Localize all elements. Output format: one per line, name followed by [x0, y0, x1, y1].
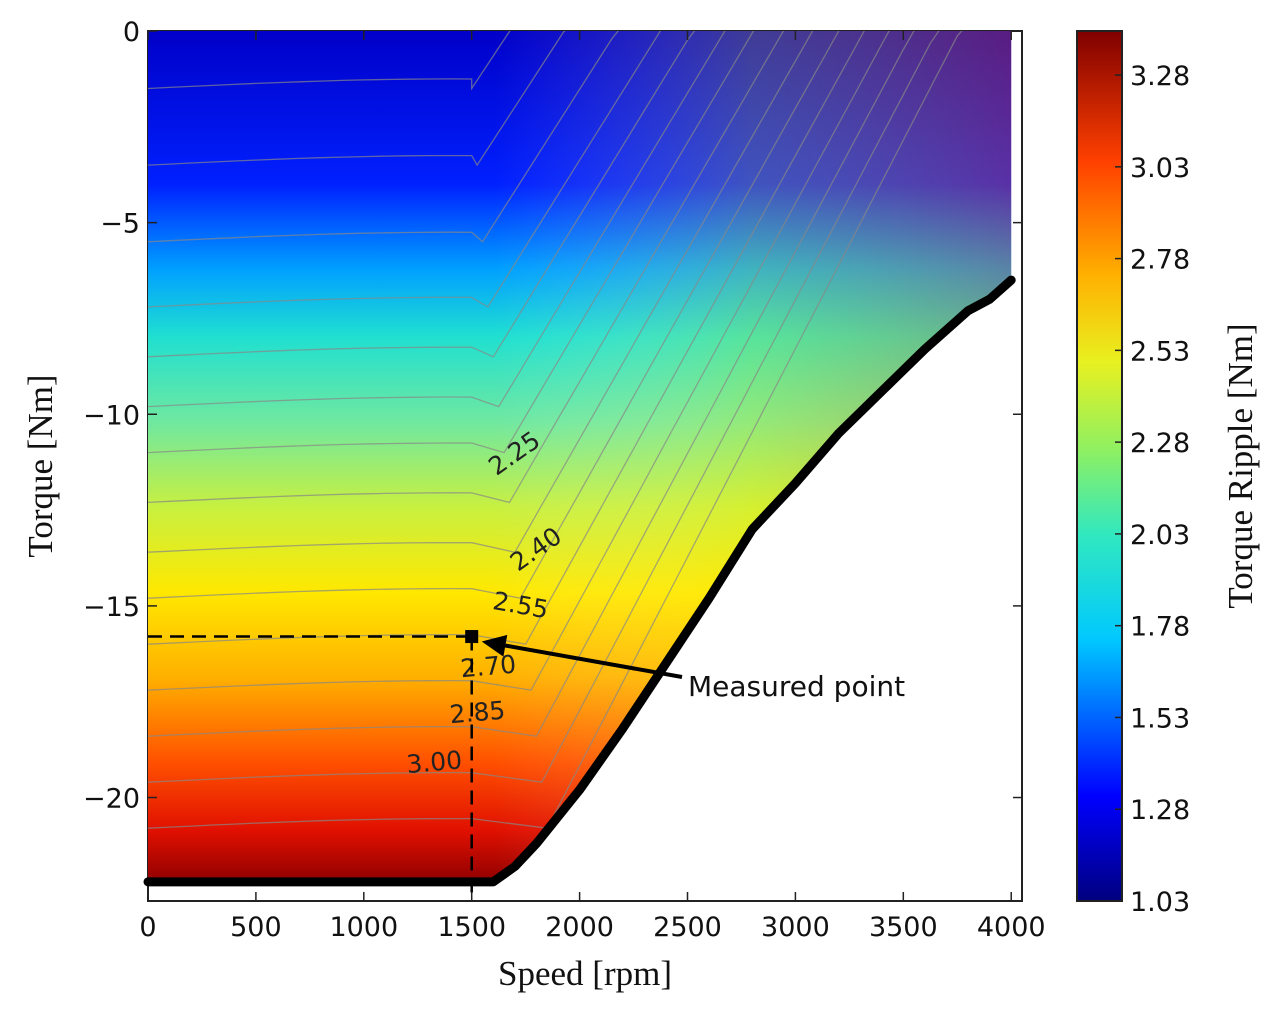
contour-line	[148, 31, 619, 243]
colorbar-tick-label: 3.03	[1130, 153, 1190, 184]
x-tick-label: 3500	[869, 912, 938, 943]
contour-line	[148, 31, 814, 553]
contour-line	[148, 31, 940, 783]
colorbar-tick-label: 2.03	[1130, 520, 1190, 551]
contour-line	[148, 31, 755, 454]
colorbar-title: Torque Ripple [Nm]	[1221, 323, 1260, 608]
contour-line	[148, 31, 890, 691]
colorbar-tick-label: 1.53	[1130, 703, 1190, 734]
measured-point-label: Measured point	[688, 670, 905, 703]
x-tick-label: 500	[230, 912, 282, 943]
contour-label: 2.70	[459, 650, 517, 684]
contour-line	[148, 31, 785, 504]
contour-line	[148, 31, 511, 91]
contour-line	[148, 31, 566, 167]
contour-line	[148, 31, 915, 737]
measured-point-arrowhead	[481, 634, 508, 657]
colorbar-tick-label: 1.03	[1130, 887, 1190, 918]
contour-line	[148, 31, 696, 358]
colorbar: 3.28 3.03 2.78 2.53 2.28 2.03 1.78 1.53 1.28 1.03…	[1076, 30, 1260, 918]
y-tick-label: −10	[83, 400, 140, 431]
colorbar-tick-label: 1.78	[1130, 612, 1190, 643]
x-tick-label: 4000	[977, 912, 1046, 943]
colorbar-gradient	[1076, 30, 1123, 902]
x-tick-label: 0	[139, 912, 156, 943]
plot-area: 2.252.402.552.702.853.00 Measured point …	[21, 17, 1046, 993]
y-tick-label: −20	[83, 784, 140, 815]
x-tick-label: 2500	[653, 912, 722, 943]
x-axis-title: Speed [rpm]	[498, 954, 672, 993]
contour-lines	[148, 31, 963, 829]
contour-line	[148, 31, 662, 308]
y-tick-label: 0	[123, 17, 140, 48]
x-tick-label: 2000	[545, 912, 614, 943]
contour-label: 2.85	[448, 696, 506, 730]
measured-point-arrow	[499, 642, 683, 679]
colorbar-tick-label: 3.28	[1130, 61, 1190, 92]
operating-boundary-line	[143, 275, 1016, 887]
x-tick-label: 1500	[437, 912, 506, 943]
colorbar-ticks: 3.28 3.03 2.78 2.53 2.28 2.03 1.78 1.53 1.28 1.03	[1115, 61, 1190, 918]
y-tick-label: −15	[83, 592, 140, 623]
contour-label: 3.00	[405, 745, 463, 779]
y-axis-ticks: 0 −5 −10 −15 −20	[83, 17, 1022, 815]
x-tick-label: 1000	[329, 912, 398, 943]
field-speed-shading	[148, 31, 1012, 882]
x-axis-ticks: 0 500 1000 1500 2000 2500 3000 3500 4000	[139, 31, 1046, 943]
contour-line	[148, 31, 726, 408]
y-tick-label: −5	[100, 209, 140, 240]
measured-point-marker	[465, 630, 479, 644]
contour-line	[148, 31, 963, 829]
colorbar-tick-label: 2.28	[1130, 428, 1190, 459]
colorbar-tick-label: 2.53	[1130, 336, 1190, 367]
colorbar-tick-label: 1.28	[1130, 795, 1190, 826]
x-tick-label: 3000	[761, 912, 830, 943]
contour-line	[148, 31, 865, 645]
colorbar-tick-label: 2.78	[1130, 245, 1190, 276]
y-axis-title: Torque [Nm]	[21, 374, 60, 557]
contour-line	[148, 31, 840, 599]
